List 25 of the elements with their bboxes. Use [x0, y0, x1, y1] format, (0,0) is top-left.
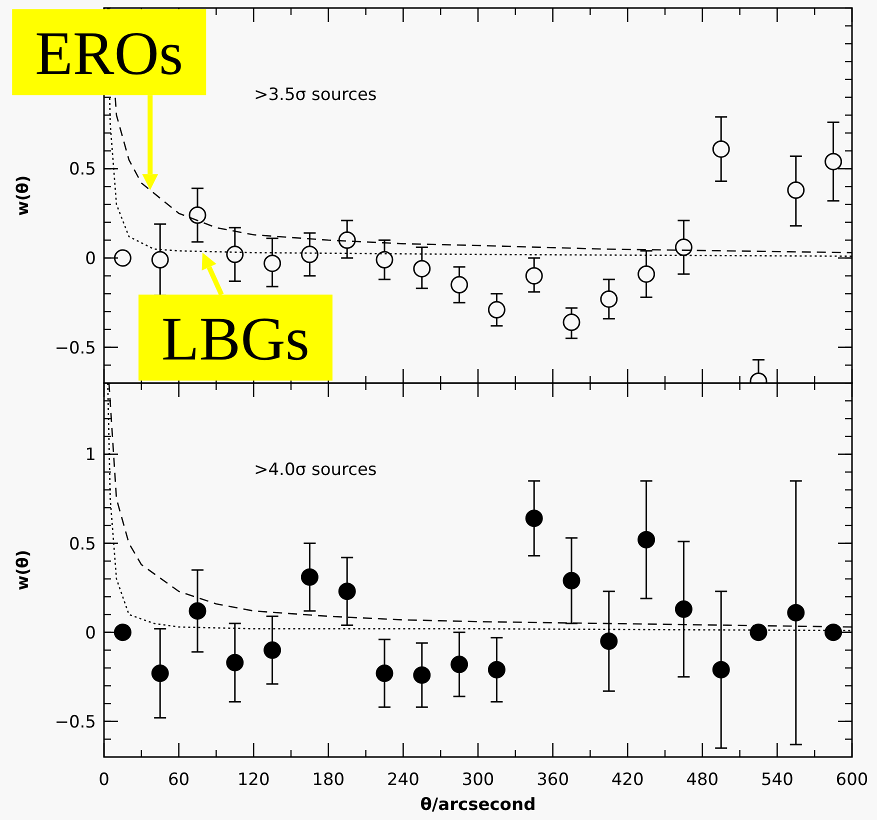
- x-tick-label: 180: [312, 770, 345, 790]
- y-tick-label: 0: [85, 249, 96, 269]
- x-tick-label: 360: [536, 770, 570, 790]
- y-tick-label: 0.5: [68, 160, 96, 180]
- x-tick-label: 240: [386, 770, 420, 790]
- x-tick-label: 0: [98, 770, 110, 790]
- x-tick-label: 300: [462, 770, 494, 790]
- y-tick-label: −0.5: [54, 338, 96, 358]
- y-tick-label: 1: [85, 445, 96, 466]
- x-tick-label: 60: [168, 770, 190, 790]
- annotation: >4.0σ sources: [254, 460, 377, 480]
- y-axis-title: w(θ): [13, 175, 32, 216]
- x-tick-label: 540: [760, 770, 794, 790]
- annotation: LBGs: [161, 306, 310, 374]
- x-tick-label: 120: [237, 770, 270, 790]
- y-tick-label: −0.5: [54, 712, 96, 732]
- annotation: >3.5σ sources: [254, 85, 377, 105]
- y-tick-label: 0.5: [68, 534, 96, 554]
- x-axis-title: θ/arcsecond: [420, 795, 536, 815]
- x-tick-label: 420: [611, 770, 644, 790]
- annotation: EROs: [35, 20, 184, 88]
- y-axis-title: w(θ): [13, 550, 32, 590]
- x-tick-label: 480: [686, 770, 719, 790]
- x-tick-label: 600: [836, 770, 868, 790]
- y-tick-label: 0: [85, 623, 96, 644]
